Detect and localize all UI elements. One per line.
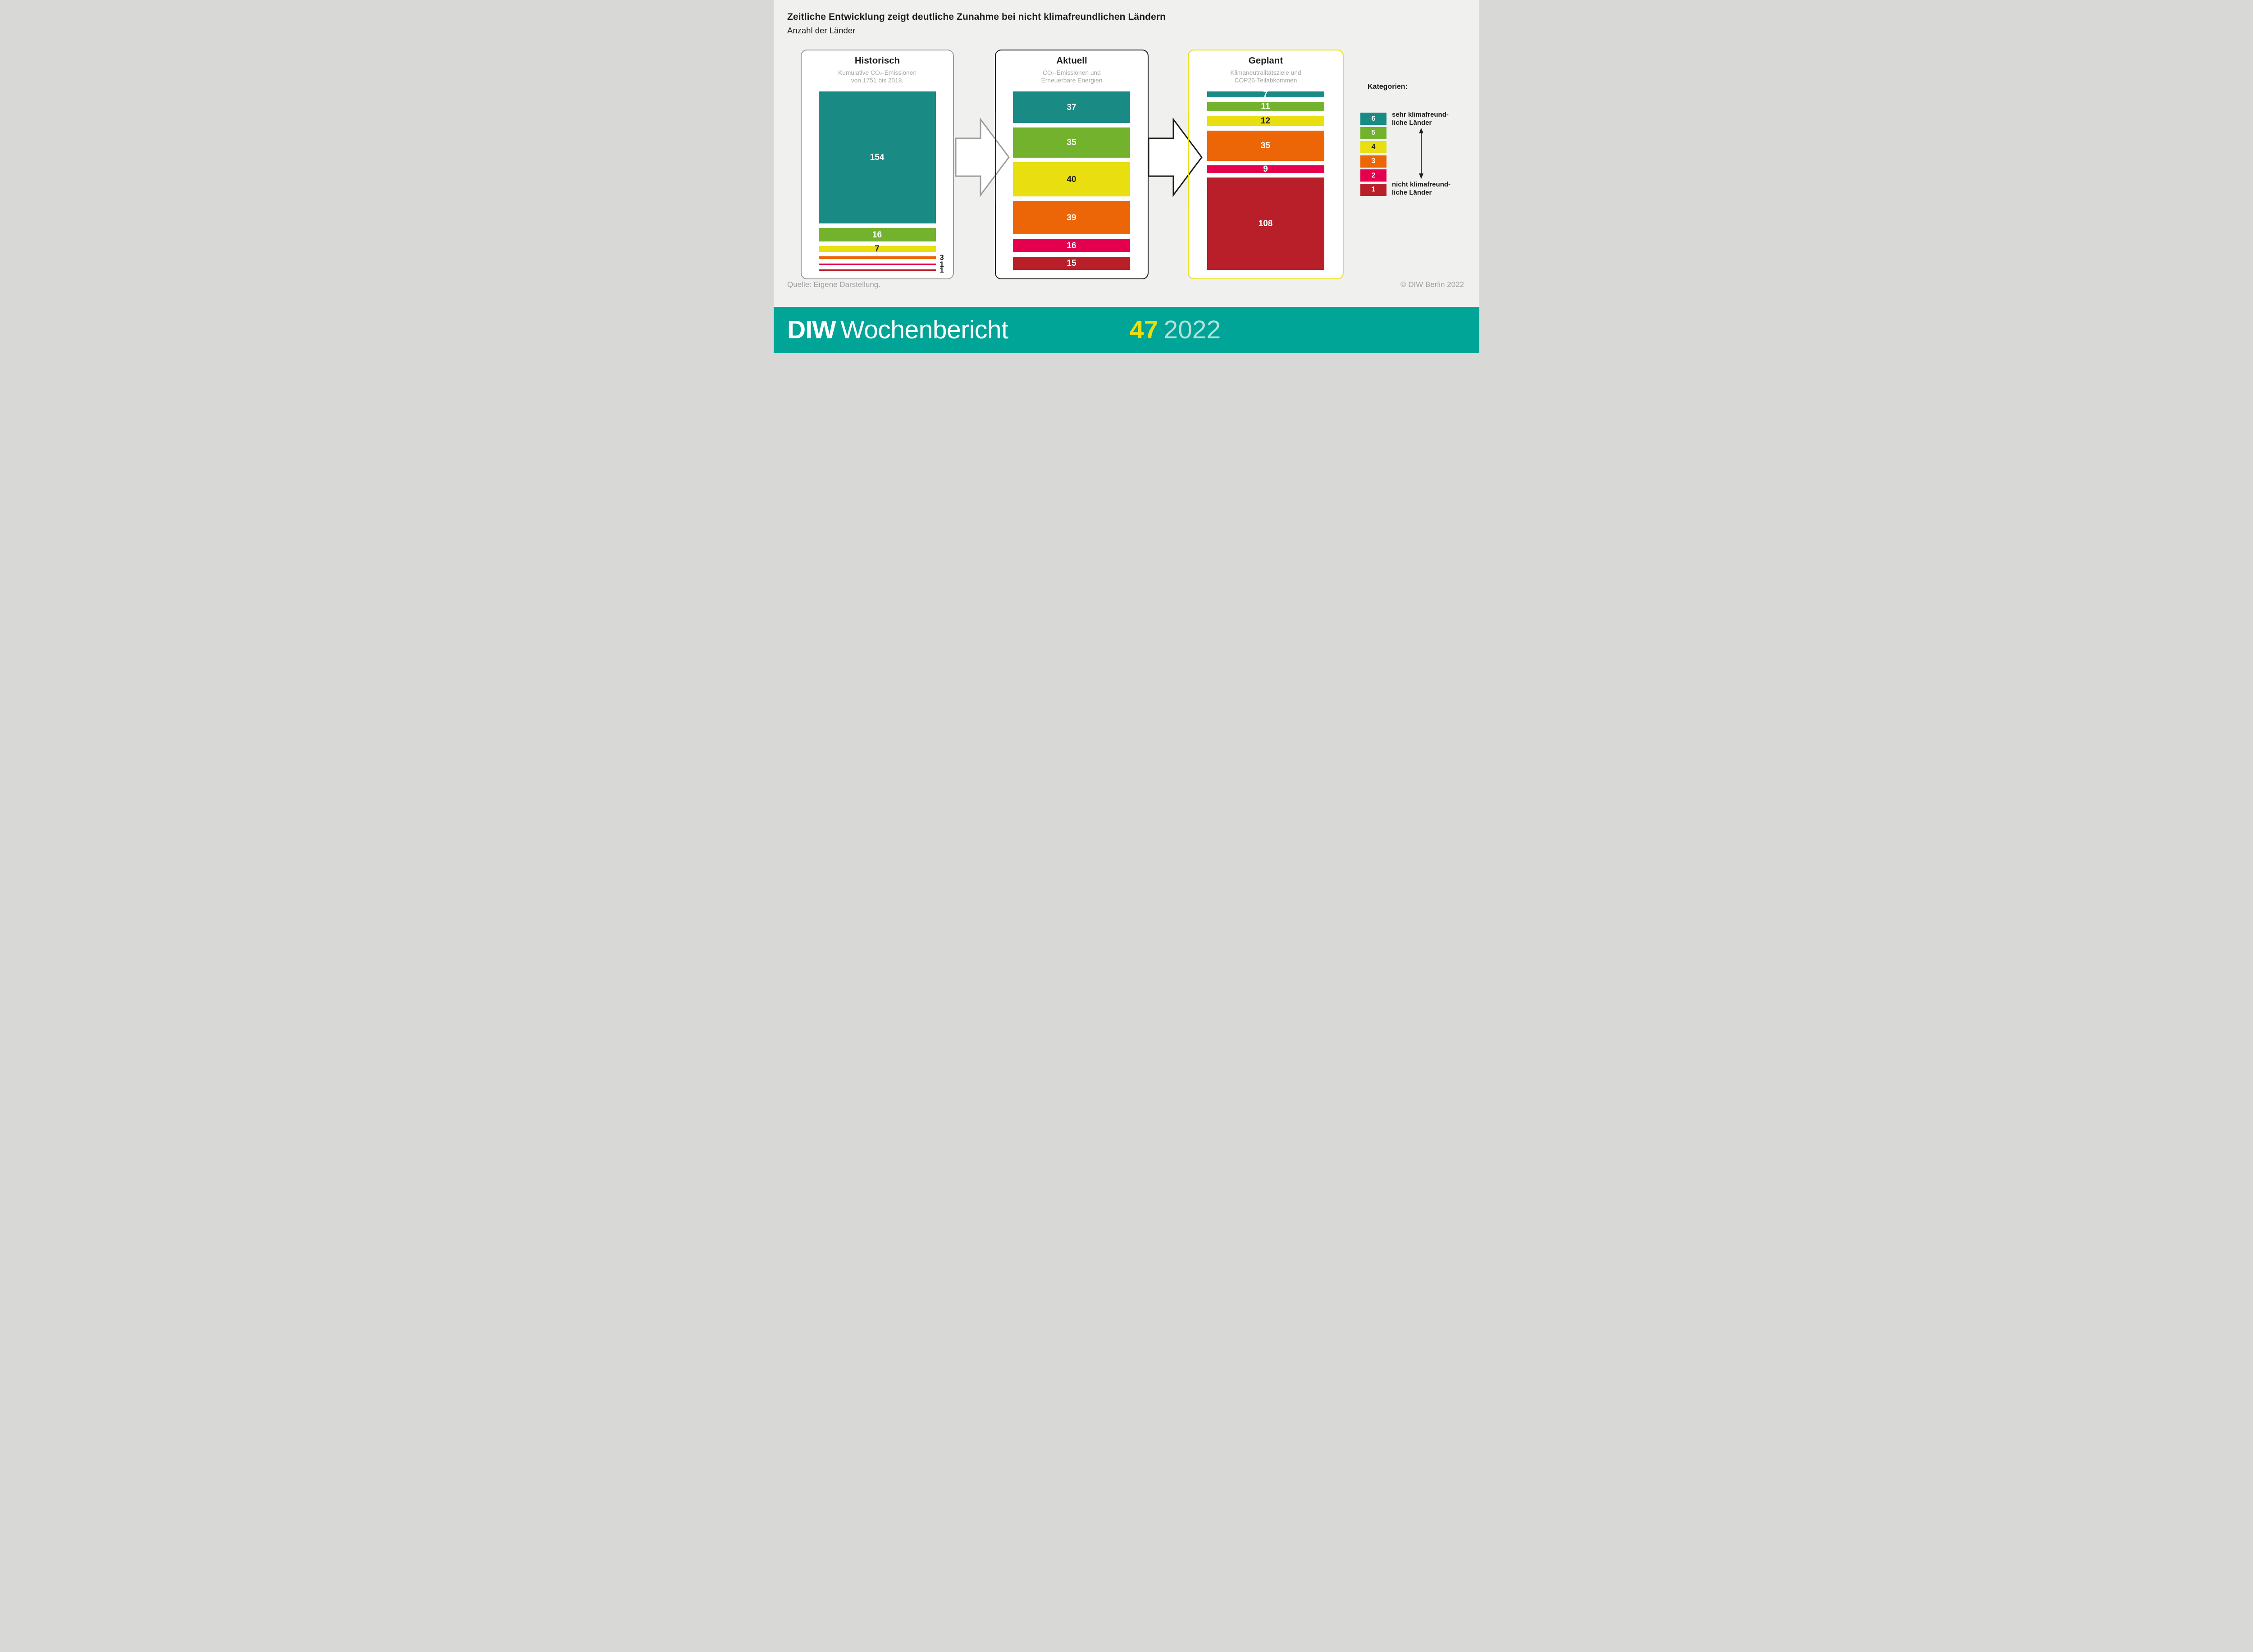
flow-arrow-aktuell-to-geplant <box>1148 118 1203 197</box>
bar-category-4: 7 <box>818 244 936 254</box>
panel-title: Aktuell <box>1056 55 1087 66</box>
panel-subtitle: CO₂-Emissionen und Erneuerbare Energien <box>1041 69 1103 84</box>
bar-value-label: 7 <box>1263 90 1268 99</box>
legend-scale-arrow-icon <box>1419 128 1423 179</box>
bar-category-2: 16 <box>1013 239 1130 252</box>
bars-stack: 7 11 12 35 9 108 <box>1207 90 1324 274</box>
legend-label-climate-friendly: sehr klimafreund- liche Länder <box>1392 111 1449 127</box>
bar-value-label-outside: 3 <box>940 253 944 262</box>
bars-stack: 37 35 40 39 16 15 <box>1013 91 1130 274</box>
bar-category-6: 7 <box>1207 90 1324 99</box>
bar-category-1: 108 <box>1207 177 1324 270</box>
footer-brand-wochenbericht: Wochenbericht <box>840 315 1008 344</box>
legend-box-category-3: 3 <box>1360 155 1386 168</box>
legend-box-number: 4 <box>1371 143 1376 151</box>
bar-category-3: 3 <box>818 254 944 261</box>
bar-category-5: 35 <box>1013 127 1130 158</box>
bar-value-label: 16 <box>872 230 882 240</box>
bar-value-label: 12 <box>1260 116 1271 126</box>
bar-category-3: 35 <box>1207 131 1324 161</box>
aktuell-border-overlay <box>995 113 996 203</box>
flow-arrow-historisch-to-aktuell <box>955 118 1010 197</box>
legend-label-not-climate-friendly: nicht klimafreund- liche Länder <box>1392 181 1451 196</box>
footer-brand: DIW Wochenbericht <box>787 315 1008 345</box>
bar-category-6: 37 <box>1013 91 1130 123</box>
bars-stack: 154 16 7 3 1 1 <box>818 91 944 275</box>
panel-subtitle: Kumulative CO₂-Emissionen von 1751 bis 20… <box>838 69 917 84</box>
bar-value-label: 9 <box>1263 164 1268 174</box>
legend-box-category-1: 1 <box>1360 183 1386 196</box>
bar-category-5: 11 <box>1207 102 1324 111</box>
legend-box-category-4: 4 <box>1360 141 1386 153</box>
bar-category-6: 154 <box>818 91 936 223</box>
legend-title: Kategorien: <box>1368 83 1408 91</box>
legend-box-category-5: 5 <box>1360 127 1386 139</box>
bar-category-2: 9 <box>1207 165 1324 173</box>
panel-geplant: Geplant Klimaneutralitätsziele und COP26-T… <box>1188 50 1344 279</box>
footer-issue-year: 2022 <box>1163 315 1221 344</box>
infographic-page: Zeitliche Entwicklung zeigt deutliche Zu… <box>774 0 1479 353</box>
footer-brand-diw: DIW <box>787 315 836 344</box>
bar-value-label: 16 <box>1067 241 1076 250</box>
bar-value-label: 35 <box>1260 141 1271 150</box>
bar-value-label: 35 <box>1067 138 1076 147</box>
bar-value-label: 7 <box>875 244 880 254</box>
bar-value-label-outside: 1 <box>940 260 944 269</box>
bar-category-2: 1 <box>818 260 944 268</box>
bar-category-4: 40 <box>1013 162 1130 196</box>
legend-box-number: 3 <box>1371 157 1376 165</box>
geplant-border-overlay <box>1188 113 1189 203</box>
bar-category-5: 16 <box>818 228 936 241</box>
bar-value-label: 15 <box>1067 259 1076 268</box>
bar-category-3: 39 <box>1013 201 1130 234</box>
bar-value-label: 40 <box>1067 174 1076 184</box>
legend-box-category-2: 2 <box>1360 169 1386 182</box>
legend-box-number: 6 <box>1371 114 1376 123</box>
panel-title: Geplant <box>1248 55 1283 66</box>
bar-value-label: 11 <box>1261 102 1270 111</box>
panel-historisch: Historisch Kumulative CO₂-Emissionen von 1… <box>801 50 954 279</box>
bar-value-label: 154 <box>870 153 885 162</box>
bar-category-4: 12 <box>1207 116 1324 126</box>
panel-title: Historisch <box>854 55 900 66</box>
bar-category-1: 1 <box>818 266 944 273</box>
bar-category-1: 15 <box>1013 257 1130 270</box>
footer-issue-number: 47 <box>1130 315 1158 344</box>
footer-issue: 47 2022 <box>1130 315 1221 345</box>
legend-box-number: 5 <box>1371 129 1376 137</box>
panel-subtitle: Klimaneutralitätsziele und COP26-Teilabko… <box>1230 69 1301 84</box>
bar-value-label-outside: 1 <box>940 266 944 274</box>
legend-box-category-6: 6 <box>1360 113 1386 125</box>
source-note: Quelle: Eigene Darstellung. <box>787 280 880 289</box>
page-title: Zeitliche Entwicklung zeigt deutliche Zu… <box>787 12 1166 22</box>
page-subtitle: Anzahl der Länder <box>787 26 856 35</box>
panel-aktuell: Aktuell CO₂-Emissionen und Erneuerbare Ene… <box>995 50 1149 279</box>
legend-box-number: 2 <box>1371 171 1376 179</box>
copyright-note: © DIW Berlin 2022 <box>1400 280 1464 289</box>
bar-value-label: 37 <box>1067 102 1076 112</box>
legend-box-number: 1 <box>1371 186 1376 193</box>
bar-value-label: 108 <box>1258 219 1273 228</box>
bar-value-label: 39 <box>1067 213 1076 223</box>
